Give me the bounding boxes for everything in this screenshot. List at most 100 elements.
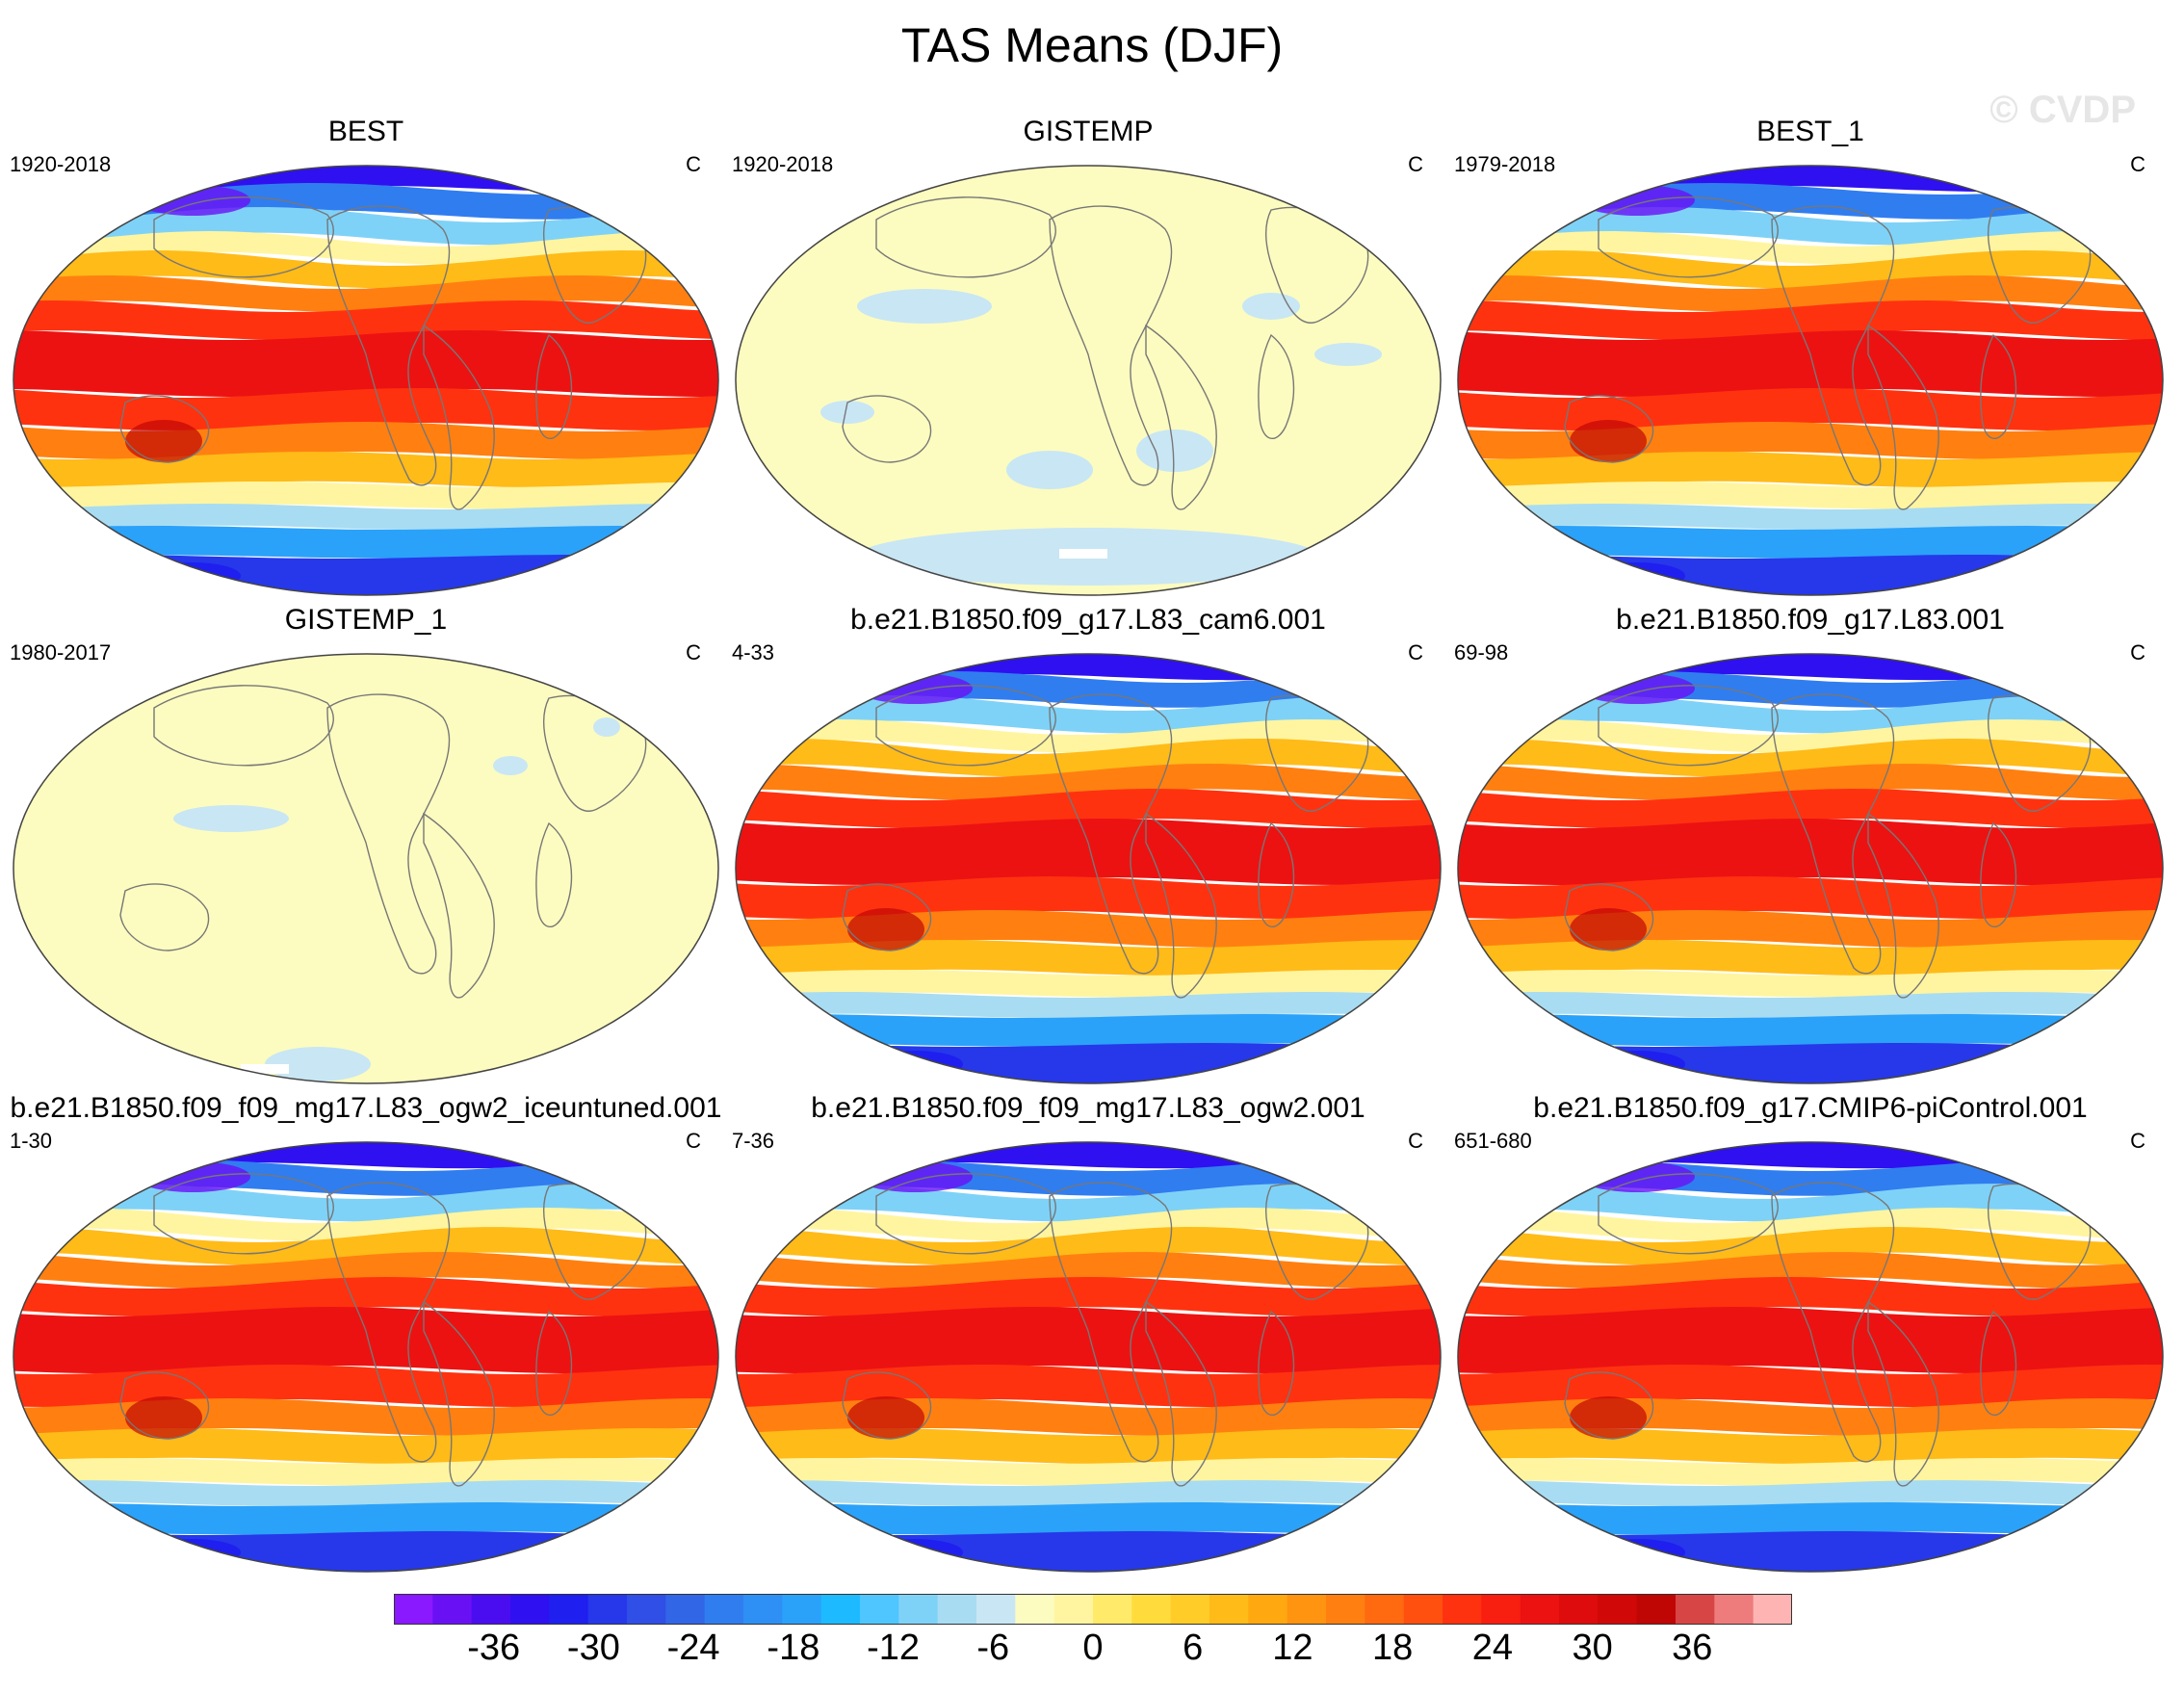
- panel-units: C: [686, 640, 701, 664]
- cold-core: [1579, 673, 1695, 704]
- temperature-band: [1458, 789, 2163, 828]
- temperature-band: [1458, 250, 2163, 289]
- colorbar-label: 0: [1082, 1628, 1104, 1668]
- coastline: [153, 685, 334, 767]
- temperature-band: [1458, 452, 2163, 488]
- map-border: [1457, 653, 2164, 1084]
- panel-units: C: [1408, 640, 1423, 664]
- temperature-band: [1458, 183, 2163, 220]
- temperature-band: [13, 1365, 718, 1407]
- colorbar-box: [1326, 1594, 1365, 1625]
- missing-data-patch: [241, 1064, 289, 1074]
- colorbar-box: [1636, 1594, 1677, 1625]
- temperature-band: [13, 300, 718, 340]
- coastline: [1867, 812, 1939, 999]
- coastline: [1598, 1173, 1779, 1255]
- map-plot: [735, 165, 1442, 596]
- antarctic-cold: [867, 1051, 963, 1078]
- coastline: [1258, 333, 1295, 439]
- colorbar-label: -24: [666, 1628, 720, 1668]
- colorbar-box: [976, 1594, 1016, 1625]
- colorbar-label: 18: [1371, 1628, 1414, 1668]
- panel-7: b.e21.B1850.f09_f09_mg17.L83_ogw2_iceunt…: [10, 1092, 722, 1578]
- panel-units: C: [2130, 1129, 2145, 1153]
- coastline: [535, 333, 573, 439]
- temperature-band: [1458, 1014, 2163, 1047]
- map-field: [13, 1142, 718, 1572]
- temperature-band: [13, 504, 718, 531]
- map-border: [13, 165, 719, 596]
- colorbar-box: [627, 1594, 666, 1625]
- temperature-band: [736, 739, 1441, 777]
- temperature-band: [736, 819, 1441, 885]
- colorbar-box: [1714, 1594, 1755, 1625]
- colorbar-box: [1015, 1594, 1055, 1625]
- coastline: [535, 821, 573, 927]
- temperature-band: [1458, 1365, 2163, 1407]
- panel-title: GISTEMP: [1023, 116, 1154, 147]
- temperature-band: [13, 452, 718, 488]
- coastline: [1867, 1300, 1939, 1487]
- warm-core: [1570, 908, 1647, 951]
- map-border: [1457, 1141, 2164, 1573]
- temperature-band: [13, 388, 718, 430]
- map-field: [736, 166, 1441, 595]
- temperature-band: [13, 1307, 718, 1373]
- colorbar: [394, 1594, 1792, 1625]
- temperature-band: [13, 1208, 718, 1241]
- coastline: [1771, 693, 1895, 975]
- map-plot: [735, 653, 1442, 1084]
- coastline: [1598, 685, 1779, 767]
- coastline: [875, 1173, 1056, 1255]
- coastline: [119, 1371, 210, 1440]
- temperature-band: [1458, 207, 2163, 246]
- panel-title: GISTEMP_1: [284, 604, 448, 636]
- panel-years: 4-33: [732, 640, 775, 664]
- panel-2: GISTEMP 1920-2018 C: [732, 116, 1444, 602]
- colorbar-box: [394, 1594, 433, 1625]
- cold-core: [857, 673, 973, 704]
- temperature-band: [1458, 275, 2163, 312]
- temperature-band: [736, 1014, 1441, 1047]
- coastline: [1564, 395, 1654, 463]
- panel-title: b.e21.B1850.f09_g17.L83_cam6.001: [850, 604, 1326, 636]
- temperature-band: [736, 789, 1441, 828]
- colorbar-frame: [394, 1594, 1792, 1625]
- coastline: [1145, 812, 1217, 999]
- anomaly-patch: [857, 289, 992, 324]
- map-border: [735, 165, 1442, 596]
- temperature-band: [736, 1227, 1441, 1265]
- temperature-band: [1458, 992, 2163, 1019]
- coastline: [326, 1182, 451, 1463]
- map-plot: [1457, 1141, 2164, 1573]
- temperature-band: [1458, 970, 2163, 998]
- temperature-band: [1458, 1307, 2163, 1373]
- coastlines: [842, 1173, 1369, 1487]
- temperature-band: [1458, 1502, 2163, 1535]
- temperature-band: [736, 1184, 1441, 1222]
- anomaly-patch: [1242, 293, 1300, 320]
- colorbar-label: 30: [1572, 1628, 1613, 1668]
- colorbar-label: -36: [467, 1628, 521, 1668]
- panel-units: C: [1408, 1129, 1423, 1153]
- panel-units: C: [2130, 640, 2145, 664]
- temperature-band: [13, 526, 718, 559]
- temperature-band: [13, 1252, 718, 1289]
- cold-core: [857, 1161, 973, 1192]
- cold-core: [1579, 185, 1695, 216]
- coastline: [1049, 205, 1173, 486]
- colorbar-box: [1481, 1594, 1521, 1625]
- colorbar-box: [860, 1594, 899, 1625]
- colorbar-box: [587, 1594, 628, 1625]
- colorbar-box: [1598, 1594, 1638, 1625]
- temperature-band: [736, 719, 1441, 753]
- map-plot: [13, 1141, 719, 1573]
- anomaly-patch: [493, 756, 528, 775]
- temperature-band: [1458, 819, 2163, 885]
- coastline: [1771, 1182, 1895, 1463]
- temperature-band: [1458, 1227, 2163, 1265]
- temperature-band: [13, 1227, 718, 1265]
- colorbar-box: [549, 1594, 589, 1625]
- coastline: [119, 883, 210, 951]
- temperature-band: [1458, 764, 2163, 800]
